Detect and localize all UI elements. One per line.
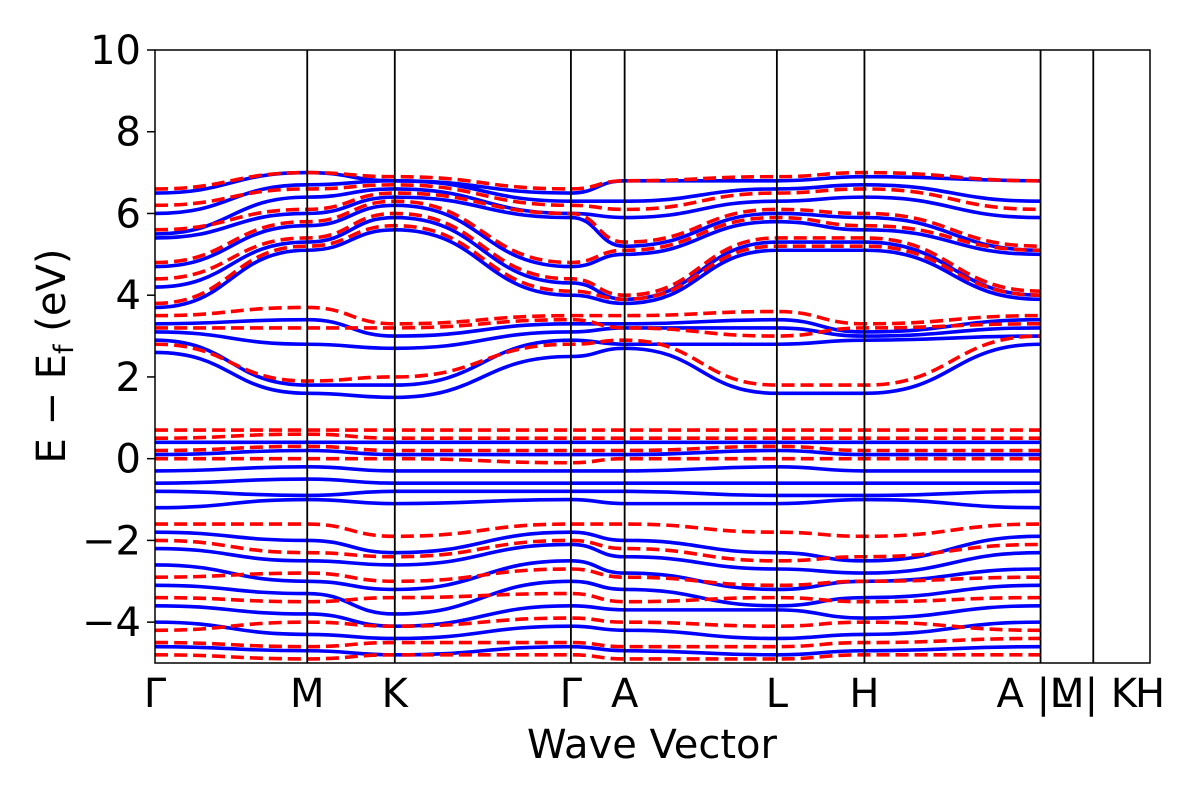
y-tick-label: 6 xyxy=(116,191,141,237)
y-tick-label: 2 xyxy=(116,355,141,401)
solid-band-line xyxy=(155,342,1041,400)
x-tick-label: L | K xyxy=(1050,671,1139,717)
y-axis-label-unit: (eV) xyxy=(29,249,75,345)
y-tick-label: −4 xyxy=(82,600,141,646)
x-tick-label: A |M xyxy=(997,671,1085,717)
x-tick-label: L xyxy=(766,671,789,717)
solid-band-line xyxy=(155,530,1041,563)
y-tick-label: 8 xyxy=(116,110,141,156)
x-axis-label: Wave Vector xyxy=(527,722,778,768)
plot-frame xyxy=(154,49,1151,664)
dashed-band-line xyxy=(155,456,1041,465)
solid-band-line xyxy=(155,497,1041,510)
x-tick-label: H xyxy=(849,671,879,717)
x-tick-label: H xyxy=(1135,671,1165,717)
x-tick-label: M xyxy=(290,671,325,717)
y-axis-label-main: E − E xyxy=(29,354,75,464)
x-tick-label: K xyxy=(382,671,410,717)
bands-layer xyxy=(155,170,1041,661)
dashed-band-line xyxy=(155,432,1041,441)
y-tick-label: −2 xyxy=(82,518,141,564)
x-tick-label: Γ xyxy=(144,671,167,717)
x-tick-label: A xyxy=(611,671,639,717)
x-tick-label: Γ xyxy=(560,671,583,717)
y-axis-label-subscript: f xyxy=(49,343,80,354)
y-tick-label: 4 xyxy=(116,273,141,319)
y-ticks-layer: 10 8 6 4 2 0 −2 −4 xyxy=(82,28,155,646)
dashed-band-line xyxy=(155,653,1041,661)
y-tick-label: 10 xyxy=(90,28,141,74)
y-axis-label: E − Ef (eV) xyxy=(29,249,80,464)
symmetry-lines-layer xyxy=(306,50,1095,663)
y-tick-label: 0 xyxy=(116,437,141,483)
solid-band-line xyxy=(155,489,1041,498)
solid-band-line xyxy=(155,465,1041,473)
dashed-band-line xyxy=(155,636,1041,649)
solid-band-line xyxy=(155,477,1041,485)
